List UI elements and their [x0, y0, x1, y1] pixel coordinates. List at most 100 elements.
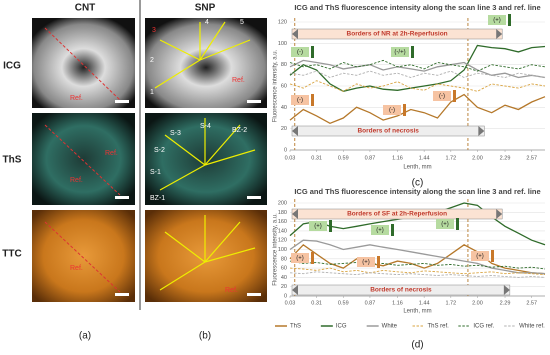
image-label: 3 [152, 27, 156, 34]
sign-box [291, 95, 309, 105]
image-label: Ref. [225, 287, 238, 294]
y-tick-label: 120 [278, 19, 287, 25]
sign-box [291, 253, 309, 263]
chart-title: ICG and ThS fluorescence intensity along… [294, 3, 540, 12]
series-line [289, 70, 546, 78]
sign-box [371, 225, 389, 235]
series-line [289, 267, 546, 276]
panel-label: (d) [411, 340, 423, 351]
image-label: BZ-2 [232, 127, 247, 134]
sign-box [391, 47, 409, 57]
y-tick-label: 60 [281, 266, 287, 272]
y-tick-label: 60 [281, 83, 287, 89]
series-line [289, 260, 546, 270]
sign-arrow [391, 224, 394, 236]
scan-lines [154, 21, 251, 89]
sign-box [471, 251, 489, 261]
sign-label: (-/+) [394, 50, 405, 56]
x-tick-label: 0.03 [285, 155, 296, 161]
series-line [289, 93, 546, 125]
image-label: S-1 [150, 169, 161, 176]
legend-label: ThS [290, 324, 301, 330]
series-line [289, 59, 546, 72]
panel-label: (a) [79, 331, 91, 342]
sign-label: (+) [493, 18, 501, 24]
image-label: Ref. [70, 177, 83, 184]
image [32, 210, 135, 302]
sign-label: (+) [296, 256, 304, 262]
band-label: Borders of necrosis [357, 128, 419, 135]
x-tick-label: 1.44 [419, 300, 430, 306]
sign-label: (+) [476, 254, 484, 260]
sign-box [433, 91, 451, 101]
scan-line [44, 221, 121, 293]
image [145, 18, 267, 108]
x-tick-label: 0.31 [311, 300, 322, 306]
sign-label: (-) [389, 108, 395, 114]
row-header: ICG [3, 61, 21, 72]
sign-box [488, 15, 506, 25]
sign-arrow [403, 104, 406, 116]
sign-box [383, 105, 401, 115]
image [145, 113, 267, 205]
x-tick-label: 2.29 [500, 300, 511, 306]
y-tick-label: 80 [281, 256, 287, 262]
row-header: TTC [2, 249, 21, 260]
sign-box [291, 47, 309, 57]
y-axis-label: Fluorescence intensity, a.u. [273, 49, 279, 122]
legend-label: White [382, 324, 398, 330]
sign-arrow [311, 46, 314, 58]
image-label: S-2 [154, 147, 165, 154]
x-axis-label: Lenth, mm [403, 309, 431, 315]
y-tick-label: 0 [284, 147, 287, 153]
sign-label: (-) [297, 50, 303, 56]
image-label: S-3 [170, 130, 181, 137]
sign-label: (+) [376, 228, 384, 234]
sign-box [357, 257, 375, 267]
y-tick-label: 140 [278, 228, 287, 234]
image-label: BZ-1 [150, 195, 165, 202]
x-tick-label: 0.59 [338, 300, 349, 306]
series-line [289, 59, 546, 79]
band-label: Borders of SF at 2h-Reperfusion [347, 211, 447, 218]
x-tick-label: 0.87 [365, 300, 376, 306]
x-axis-label: Lenth, mm [403, 165, 431, 171]
band-label: Borders of necrosis [370, 287, 432, 294]
band-label: Borders of NR at 2h-Reperfusion [347, 31, 448, 38]
image-label: S-4 [200, 123, 211, 130]
y-tick-label: 100 [278, 247, 287, 253]
x-tick-label: 2.29 [500, 155, 511, 161]
sign-arrow [377, 256, 380, 268]
y-axis-label: Fluorescence intensity, a.u. [273, 213, 279, 286]
y-tick-label: 160 [278, 219, 287, 225]
sign-arrow [456, 218, 459, 230]
x-tick-label: 0.31 [311, 155, 322, 161]
x-tick-label: 0.03 [285, 300, 296, 306]
x-tick-label: 1.72 [445, 155, 456, 161]
image [32, 113, 135, 205]
sign-label: (+) [314, 224, 322, 230]
legend-label: White ref. [519, 324, 545, 330]
x-tick-label: 2.57 [526, 155, 537, 161]
x-tick-label: 0.59 [338, 155, 349, 161]
y-tick-label: 120 [278, 238, 287, 244]
sign-arrow [329, 220, 332, 232]
panel-label: (b) [199, 331, 211, 342]
y-tick-label: 100 [278, 41, 287, 47]
y-tick-label: 20 [281, 284, 287, 290]
column-header: SNP [195, 3, 216, 14]
image-label: Ref. [105, 150, 118, 157]
image-label: Ref. [70, 95, 83, 102]
sign-label: (-) [439, 94, 445, 100]
y-tick-label: 40 [281, 275, 287, 281]
x-tick-label: 2.57 [526, 300, 537, 306]
series-line [289, 243, 546, 275]
sign-label: (+) [362, 260, 370, 266]
y-tick-label: 80 [281, 62, 287, 68]
x-tick-label: 1.16 [392, 300, 403, 306]
y-tick-label: 200 [278, 200, 287, 206]
x-tick-label: 0.87 [365, 155, 376, 161]
x-tick-label: 2.00 [472, 300, 483, 306]
image-label: Ref. [70, 265, 83, 272]
sign-arrow [453, 90, 456, 102]
